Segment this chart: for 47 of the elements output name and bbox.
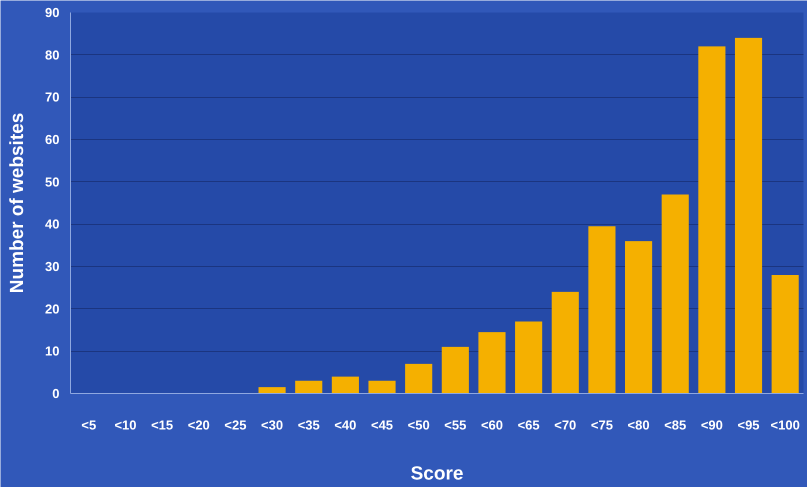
y-tick-label: 80 — [45, 47, 60, 62]
x-tick-label: <95 — [738, 418, 760, 432]
x-tick-label: <20 — [188, 418, 210, 432]
y-tick-label: 10 — [45, 344, 60, 359]
x-tick-label: <45 — [371, 418, 394, 432]
bar — [295, 380, 322, 394]
bar — [405, 364, 432, 394]
x-tick-label: <30 — [261, 418, 284, 432]
x-tick-label: <40 — [334, 418, 356, 432]
bar — [625, 241, 652, 394]
x-tick-label: <100 — [770, 418, 800, 432]
x-tick-label: <50 — [408, 418, 430, 432]
bar — [332, 376, 359, 394]
bar — [258, 387, 286, 394]
x-tick-label: <80 — [628, 418, 650, 432]
y-axis-title: Number of websites — [7, 112, 28, 294]
x-tick-label: <25 — [224, 418, 246, 432]
bar — [772, 274, 799, 394]
x-tick-label: <65 — [518, 418, 540, 432]
x-tick-label: <90 — [700, 418, 723, 432]
x-tick-label: <55 — [444, 418, 466, 432]
y-tick-label: 0 — [52, 386, 60, 401]
y-tick-label: 70 — [45, 90, 60, 105]
x-tick-label: <15 — [151, 418, 174, 432]
y-tick-label: 40 — [45, 216, 60, 232]
y-tick-label: 20 — [45, 301, 60, 316]
x-tick-label: <60 — [480, 418, 504, 432]
x-tick-label: <70 — [554, 418, 576, 432]
y-tick-label: 90 — [45, 5, 60, 20]
bar — [734, 38, 762, 394]
y-tick-label: 50 — [45, 174, 60, 190]
x-tick-label: <85 — [664, 418, 686, 432]
x-tick-label: <75 — [590, 418, 613, 432]
x-tick-label: <35 — [298, 418, 320, 432]
bar — [515, 322, 542, 394]
bar — [442, 346, 469, 394]
bar — [552, 292, 579, 394]
bar — [368, 380, 396, 394]
x-axis-title: Score — [410, 464, 464, 484]
bar — [478, 332, 506, 394]
bar — [588, 226, 616, 394]
y-tick-label: 60 — [45, 132, 60, 147]
x-tick-label: <5 — [81, 418, 96, 432]
y-tick-label: 30 — [45, 259, 60, 274]
x-tick-label: <10 — [114, 418, 137, 432]
bar — [662, 194, 689, 394]
bar — [698, 46, 726, 394]
